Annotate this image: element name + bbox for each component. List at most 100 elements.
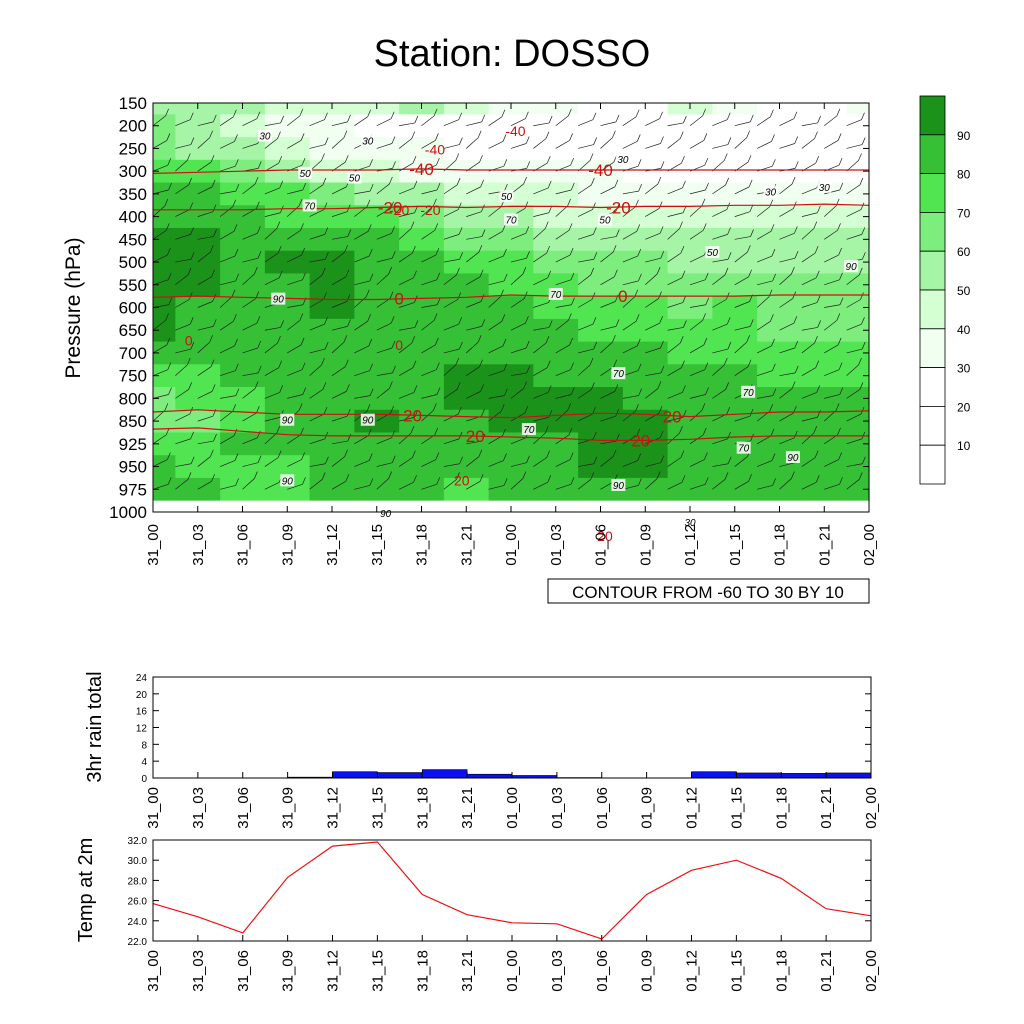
wind-barb-flag [481,229,486,237]
rh-cell [801,387,848,411]
wind-barb [398,457,413,467]
wind-barb [421,189,438,195]
rh-cell [175,273,221,297]
wind-barb-flag [502,134,507,142]
wind-barb [555,434,570,445]
wind-barb-flag [412,156,417,164]
wind-barb [756,296,770,308]
wind-barb [331,366,346,376]
rh-cell [622,455,669,479]
rh-cell [712,455,758,479]
wind-barb-flag [345,269,350,277]
wind-barb-flag [256,405,260,414]
wind-barb [578,348,594,354]
wind-barb-flag [167,272,172,280]
rh-contour-label-bg [302,199,317,212]
rh-cell [153,159,176,184]
wind-barb-flag [612,245,617,253]
temp-contour-line [152,409,870,419]
rh-cell [533,114,579,138]
wind-barb [824,230,838,240]
wind-barb-flag [344,245,348,253]
rh-cell [443,159,490,184]
rh-cell [757,273,803,297]
wind-barb-flag [366,199,371,207]
wind-barb-flag [167,362,172,370]
wind-barb-flag [433,108,438,117]
wind-barb-flag [681,270,686,278]
rh-cell [153,227,176,252]
wind-barb [466,251,480,263]
temp-line [152,841,872,940]
rh-cell [757,114,803,138]
wind-barb-flag [391,251,396,259]
rain-bar [736,772,782,779]
wind-barb [309,184,324,195]
rh-cell [533,227,579,252]
rh-cell [220,273,266,297]
wind-barb [488,296,501,308]
wind-barb-flag [680,245,685,254]
wind-barb [287,230,301,240]
wind-barb [600,456,614,467]
wind-barb [331,341,345,354]
colorbar-label: 20 [957,400,971,414]
wind-barb [264,457,279,467]
wind-barb-flag [837,133,842,141]
wind-barb [689,304,706,308]
rh-cell [354,114,400,138]
wind-barb [242,437,258,445]
wind-barb-flag [861,227,866,235]
wind-barb-flag [165,223,170,231]
wind-barb-flag [544,221,549,229]
wind-barb [689,189,706,195]
rain-y-tick-label: 4 [141,757,147,768]
temp-x-tick-label: 01_18 [773,950,790,992]
rh-cell [801,432,848,456]
rain-y-tick-label: 24 [136,673,148,684]
wind-barb-flag [279,385,284,393]
wind-barb-flag [190,137,195,145]
wind-barb-flag [817,320,821,328]
colorbar: 10 20 30 40 50 60 70 80 90 [919,95,971,485]
wind-barb-flag [657,176,662,185]
wind-barb [197,137,210,149]
wind-barb [331,456,345,467]
rh-cell [153,250,176,275]
temp-x-tick-label: 31_18 [414,950,431,992]
wind-barb-flag [346,409,351,417]
rh-contour-label: 50 [300,169,312,180]
rh-contour-label: 50 [707,248,719,259]
wind-barb-flag [727,456,732,464]
wind-barb-flag [367,314,371,322]
wind-barb-flag [210,359,215,367]
rh-cell [220,387,266,411]
wind-barb-flag [479,474,484,482]
rh-cell [846,205,870,229]
rh-cell [801,114,848,138]
rh-cell [443,341,490,365]
colorbar-box [919,405,946,446]
rh-cell [712,296,758,320]
wind-barb [622,370,639,376]
rh-cell [354,182,400,206]
wind-barb [667,138,681,149]
wind-barb-flag [592,112,597,120]
wind-barb-flag [814,245,819,254]
rh-cell [153,432,176,456]
wind-barb [801,392,817,399]
wind-barb-flag [747,245,751,253]
wind-barb [779,412,794,422]
rh-cell [622,273,669,297]
wind-barb [779,233,795,240]
rh-contour-label-bg [378,506,393,519]
colorbar-box [919,250,946,291]
wind-barb [488,141,504,149]
wind-barb [443,144,460,149]
wind-barb-flag [545,131,550,139]
rh-cell [443,182,490,206]
wind-barb [242,478,255,490]
wind-barb-flag [300,133,305,141]
rh-contour-label-bg [785,451,800,464]
rain-bar [691,771,737,779]
